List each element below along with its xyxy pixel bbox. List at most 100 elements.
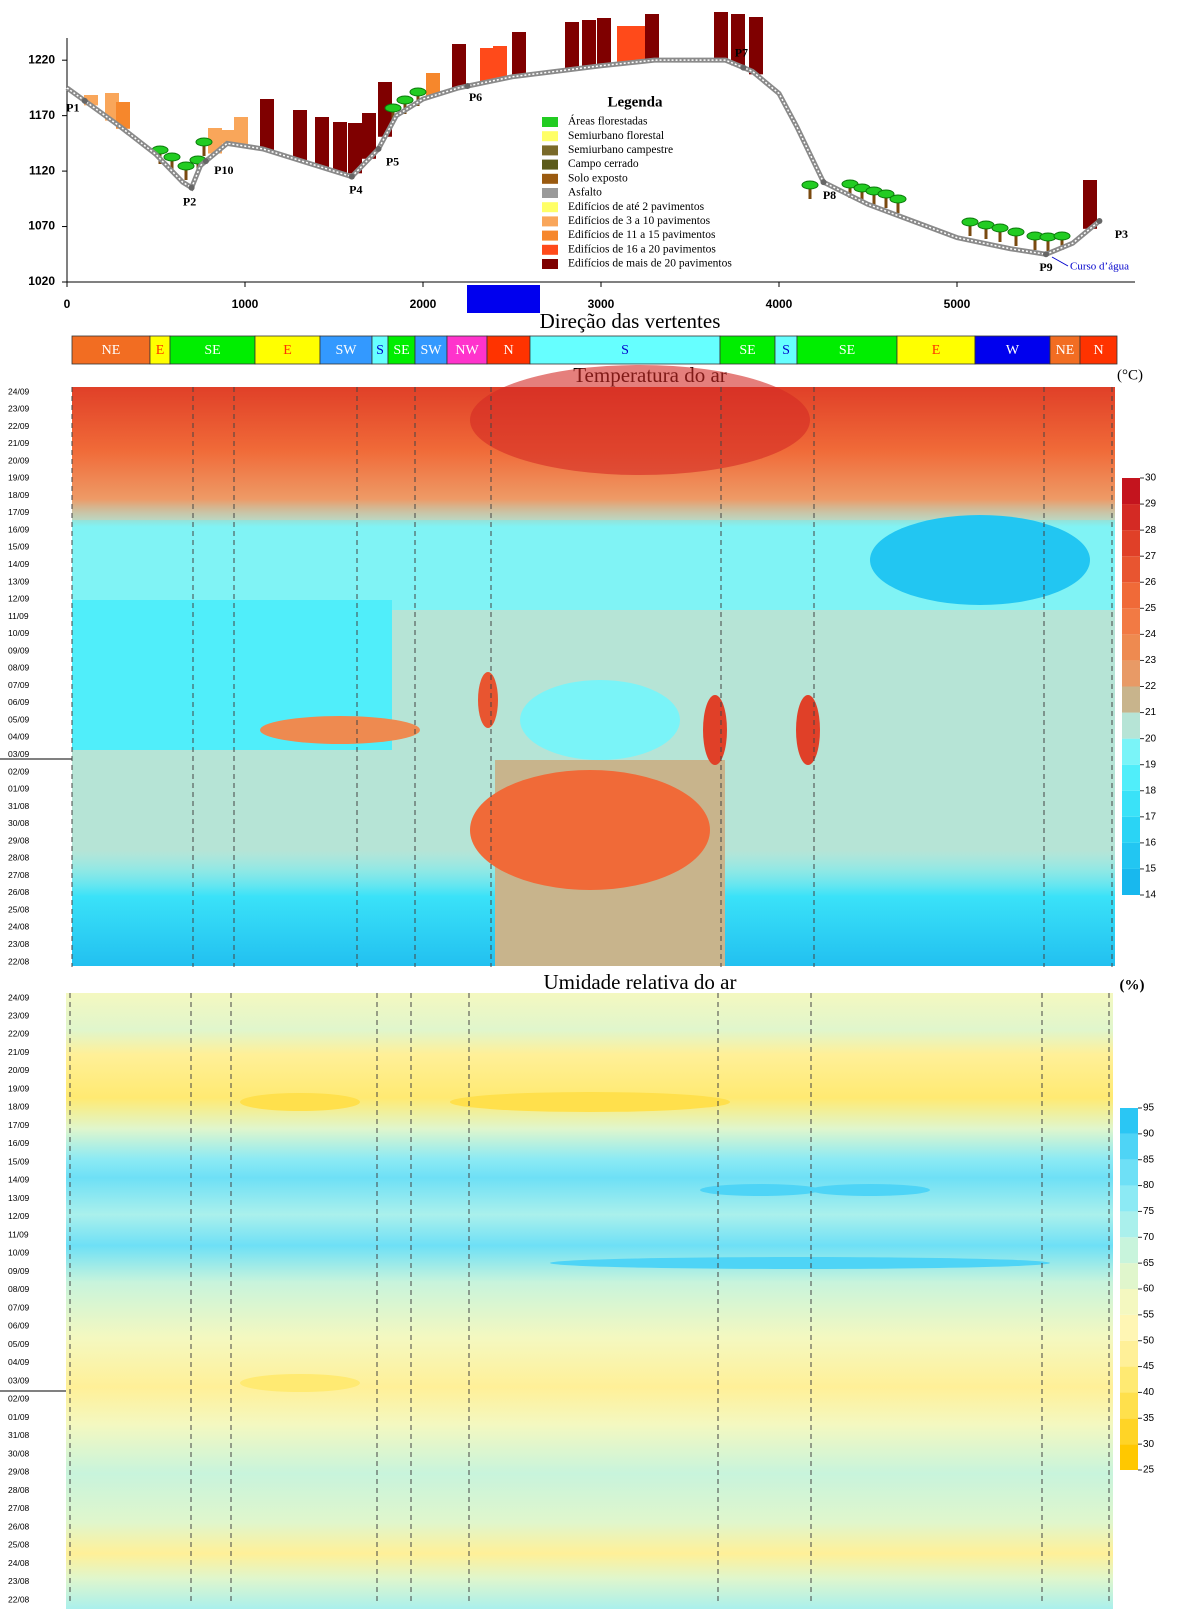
colorbar-swatch xyxy=(1120,1314,1138,1341)
y-tick-label: 1170 xyxy=(29,108,55,122)
colorbar-label: 60 xyxy=(1143,1284,1155,1295)
legend-swatch xyxy=(542,259,558,269)
date-label: 02/09 xyxy=(8,1394,30,1404)
colorbar-label: 28 xyxy=(1145,525,1157,536)
date-label: 06/09 xyxy=(8,697,30,707)
colorbar-swatch xyxy=(1122,478,1140,505)
legend-label: Solo exposto xyxy=(568,172,628,184)
aspect-label: SE xyxy=(393,343,409,358)
building xyxy=(105,93,119,121)
tree-crown xyxy=(163,152,181,162)
legend-swatch xyxy=(542,159,558,170)
point-marker xyxy=(348,173,355,180)
aspect-label: W xyxy=(1006,343,1020,358)
aspect-label: E xyxy=(932,343,941,358)
colorbar-swatch xyxy=(1122,790,1140,817)
date-label: 17/09 xyxy=(8,1120,30,1130)
colorbar-label: 40 xyxy=(1143,1387,1155,1398)
colorbar-swatch xyxy=(1120,1133,1138,1160)
aspect-label: S xyxy=(376,343,384,358)
legend-swatch xyxy=(542,244,558,255)
colorbar-swatch xyxy=(1120,1185,1138,1212)
date-label: 08/09 xyxy=(8,1284,30,1294)
building xyxy=(1083,180,1097,229)
building xyxy=(315,117,329,168)
date-label: 16/09 xyxy=(8,1138,30,1148)
date-label: 18/09 xyxy=(8,1102,30,1112)
point-label: P7 xyxy=(735,45,748,59)
x-tick-label: 1000 xyxy=(232,297,259,311)
legend-label: Semiurbano campestre xyxy=(568,144,673,156)
colorbar-label: 14 xyxy=(1145,890,1157,901)
building xyxy=(645,14,659,61)
date-label: 27/08 xyxy=(8,1503,30,1513)
date-label: 29/08 xyxy=(8,835,30,845)
date-label: 20/09 xyxy=(8,1065,30,1075)
legend-label: Campo cerrado xyxy=(568,158,639,170)
colorbar-swatch xyxy=(1120,1263,1138,1289)
date-label: 13/09 xyxy=(8,1193,30,1203)
profile-chart: 1020 1070 1120 1170 1220 0 1000 2000 3000 4000 500… xyxy=(28,12,1135,311)
colorbar-swatch xyxy=(1120,1366,1138,1393)
colorbar-swatch xyxy=(1120,1392,1138,1419)
point-label: P8 xyxy=(823,188,836,202)
date-label: 30/08 xyxy=(8,818,30,828)
date-label: 02/09 xyxy=(8,766,30,776)
legend-label: Edifícios de 16 a 20 pavimentos xyxy=(568,243,716,255)
legend-label: Edifícios de até 2 pavimentos xyxy=(568,201,705,213)
date-label: 22/08 xyxy=(8,956,30,966)
building xyxy=(617,26,631,64)
date-label: 07/09 xyxy=(8,680,30,690)
colorbar-label: 55 xyxy=(1143,1309,1155,1320)
colorbar-label: 70 xyxy=(1143,1232,1155,1243)
legend-label: Edifícios de 11 a 15 pavimentos xyxy=(568,229,716,241)
colorbar-label: 22 xyxy=(1145,681,1157,692)
date-label: 19/09 xyxy=(8,1083,30,1093)
point-label: P4 xyxy=(349,182,362,196)
tree-crown xyxy=(961,217,979,227)
aspect-band: NE E SE E SW S SE SW NW N S SE S SE E W NE N xyxy=(71,335,1118,365)
temperature-field xyxy=(72,365,1115,966)
y-tick-label: 1070 xyxy=(28,219,55,233)
aspect-segment xyxy=(896,335,976,365)
humidity-field xyxy=(66,993,1113,1609)
legend-swatch xyxy=(542,173,558,184)
colorbar-label: 21 xyxy=(1145,707,1157,718)
legend-title: Legenda xyxy=(607,94,663,110)
building xyxy=(452,44,466,88)
building xyxy=(234,117,248,146)
building xyxy=(565,22,579,70)
building xyxy=(333,122,347,173)
colorbar-swatch xyxy=(1122,842,1140,869)
y-tick-label: 1020 xyxy=(28,274,55,288)
date-label: 25/08 xyxy=(8,904,30,914)
date-label: 05/09 xyxy=(8,1339,30,1349)
legend-swatch xyxy=(542,131,558,142)
point-label: P2 xyxy=(183,194,196,208)
date-label: 19/09 xyxy=(8,473,30,483)
aspect-label: E xyxy=(156,343,165,358)
colorbar-swatch xyxy=(1122,582,1140,609)
date-label: 28/08 xyxy=(8,1485,30,1495)
date-label: 08/09 xyxy=(8,663,30,673)
colorbar-label: 45 xyxy=(1143,1361,1155,1372)
colorbar-label: 90 xyxy=(1143,1128,1155,1139)
colorbar-swatch xyxy=(1122,556,1140,583)
date-label: 23/08 xyxy=(8,939,30,949)
colorbar-label: 35 xyxy=(1143,1413,1155,1424)
humidity-unit: (%) xyxy=(1120,977,1145,993)
aspect-label: SW xyxy=(336,343,358,358)
date-label: 14/09 xyxy=(8,1175,30,1185)
date-label: 22/08 xyxy=(8,1594,30,1604)
date-label: 01/09 xyxy=(8,1412,30,1422)
tree-crown xyxy=(841,179,859,189)
x-tick-label: 3000 xyxy=(588,297,615,311)
colorbar-swatch xyxy=(1120,1159,1138,1186)
colorbar-swatch xyxy=(1122,686,1140,713)
date-label: 11/09 xyxy=(8,1229,29,1239)
date-label: 09/09 xyxy=(8,645,30,655)
date-label: 11/09 xyxy=(8,611,29,621)
tree-crown xyxy=(889,194,907,204)
colorbar-swatch xyxy=(1122,660,1140,687)
